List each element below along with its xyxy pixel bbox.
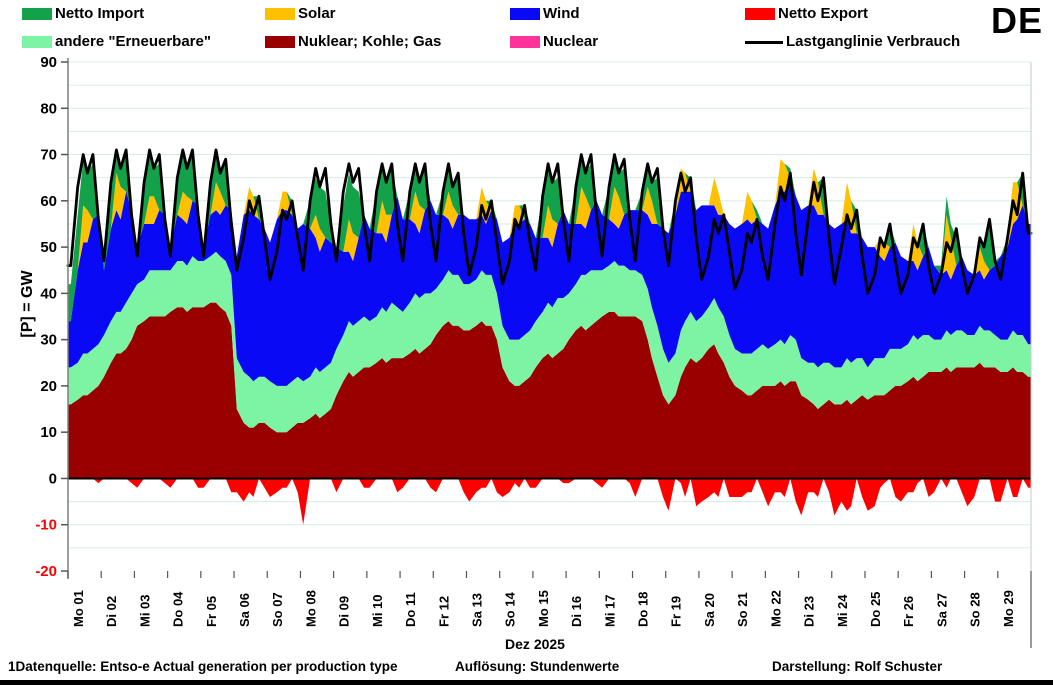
legend-label: Netto Import	[55, 5, 145, 22]
legend-item-solar: Solar	[265, 6, 336, 22]
x-day-label: Fr 26	[901, 596, 916, 627]
area-wind	[68, 177, 1031, 386]
x-day-label: Sa 13	[469, 593, 484, 627]
footer-resolution: Auflösung: Stundenwerte	[455, 659, 620, 674]
y-tick-label: 80	[40, 100, 57, 117]
y-tick-label: 10	[40, 424, 57, 441]
x-day-label: Di 16	[569, 596, 584, 627]
bottom-bar	[0, 680, 1053, 685]
x-day-label: Do 25	[868, 592, 883, 627]
x-axis-title: Dez 2025	[505, 636, 565, 652]
y-tick-label: 50	[40, 239, 57, 256]
country-code-badge: DE	[990, 0, 1043, 41]
x-day-label: Fr 19	[669, 596, 684, 627]
x-day-label: Mi 17	[602, 594, 617, 627]
x-day-label: Di 23	[802, 596, 817, 627]
x-day-label: Do 04	[171, 591, 186, 627]
legend-label: Solar	[298, 5, 336, 22]
y-tick-label: -20	[35, 563, 57, 580]
area-andere-erneuerbare	[68, 251, 1031, 433]
legend-item-netto-import: Netto Import	[22, 6, 144, 22]
x-day-label: Di 02	[104, 596, 119, 627]
legend-label: Netto Export	[778, 5, 868, 22]
legend-label: Nuklear; Kohle; Gas	[298, 33, 442, 50]
y-tick-label: 60	[40, 193, 57, 210]
x-day-label: Mo 29	[1001, 590, 1016, 627]
x-day-label: Fr 05	[204, 596, 219, 627]
x-day-label: Mo 08	[303, 590, 318, 627]
x-day-label: Mo 22	[768, 590, 783, 627]
y-tick-label: 70	[40, 147, 57, 164]
y-tick-label: 0	[49, 470, 57, 487]
y-tick-label: 90	[40, 54, 57, 71]
legend-item-wind: Wind	[510, 6, 580, 22]
legend-swatch	[265, 36, 295, 48]
x-day-label: Sa 20	[702, 593, 717, 627]
area-solar	[68, 159, 1031, 322]
x-day-label: Mo 15	[536, 590, 551, 627]
legend-swatch	[510, 8, 540, 20]
x-day-label: Do 11	[403, 592, 418, 627]
legend-swatch	[22, 36, 52, 48]
x-day-label: Sa 27	[934, 593, 949, 627]
area-netto-export	[68, 478, 1031, 525]
legend-swatch	[745, 40, 783, 44]
y-tick-label: -10	[35, 517, 57, 534]
legend-swatch	[22, 8, 52, 20]
legend-label: Lastganglinie Verbrauch	[786, 33, 961, 50]
x-day-label: Fr 12	[436, 596, 451, 627]
legend-item-netto-export: Netto Export	[745, 6, 868, 22]
x-day-label: Mi 03	[137, 594, 152, 627]
x-day-label: Mi 24	[835, 594, 850, 627]
y-tick-label: 30	[40, 332, 57, 349]
legend-label: Wind	[543, 5, 580, 22]
legend-label: andere "Erneuerbare"	[55, 33, 211, 50]
legend-item-lastganglinie-verbrauch: Lastganglinie Verbrauch	[745, 34, 960, 50]
area-netto-import	[68, 149, 1031, 322]
legend-swatch	[745, 8, 775, 20]
legend-item-nuklear-kohle-gas: Nuklear; Kohle; Gas	[265, 34, 441, 50]
footer-source: 1Datenquelle: Entso-e Actual generation …	[8, 659, 398, 674]
area-nuklear-kohle-gas	[68, 302, 1031, 479]
legend-item-andere-erneuerbare: andere "Erneuerbare"	[22, 34, 211, 50]
y-tick-label: 40	[40, 285, 57, 302]
legend-swatch	[510, 36, 540, 48]
x-day-label: So 14	[503, 592, 518, 627]
legend-swatch	[265, 8, 295, 20]
legend-item-nuclear: Nuclear	[510, 34, 598, 50]
x-day-label: So 28	[968, 592, 983, 627]
x-day-label: So 21	[735, 592, 750, 627]
load-curve	[66, 148, 1033, 295]
footer-author: Darstellung: Rolf Schuster	[772, 659, 943, 674]
legend-label: Nuclear	[543, 33, 599, 50]
x-day-label: Do 18	[636, 592, 651, 627]
x-day-label: Sa 06	[237, 593, 252, 627]
x-day-label: So 07	[270, 592, 285, 627]
x-day-label: Mi 10	[370, 594, 385, 627]
x-day-label: Mo 01	[71, 590, 86, 627]
y-tick-label: 20	[40, 378, 57, 395]
x-day-label: Di 09	[337, 596, 352, 627]
